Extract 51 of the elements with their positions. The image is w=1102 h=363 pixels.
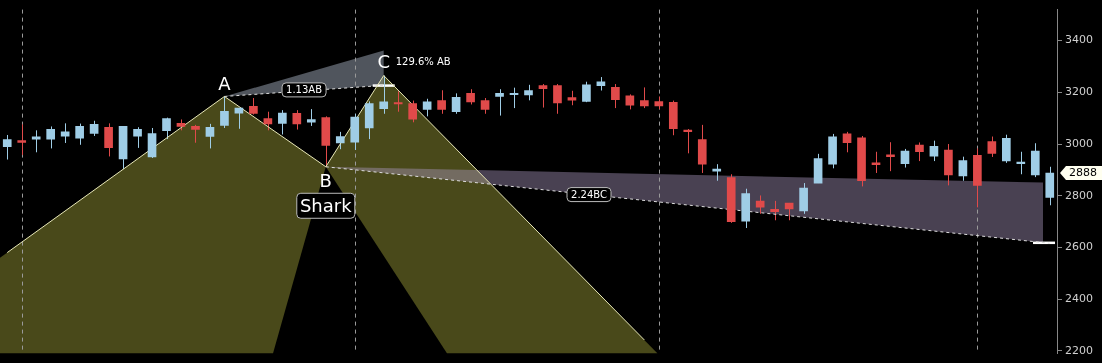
candlestick [46,125,56,149]
candlestick [900,148,910,169]
candlestick [17,123,27,156]
candlestick [958,156,968,182]
candlestick [1002,134,1011,164]
candlestick [205,123,215,149]
candlestick [799,182,808,215]
candlestick [220,95,229,129]
candlestick [31,129,41,153]
candlestick [292,109,302,131]
candlestick [278,109,287,135]
candlestick [393,90,403,113]
candlestick [755,194,765,215]
candlestick [683,128,693,154]
candlestick [234,107,244,130]
y-tick-label: 3400 [1065,33,1094,47]
candlestick [553,83,562,115]
y-tick-label: 2800 [1065,188,1094,202]
candlestick [133,126,142,149]
annotation: Shark [299,195,353,217]
candlestick [611,83,620,109]
candlestick [451,92,461,115]
annotation: 1.13AB [286,84,323,96]
candlestick [147,127,157,159]
y-tick-label: 2200 [1065,343,1094,357]
candlestick [495,88,504,117]
candlestick [1016,151,1026,175]
y-tick-label: 2400 [1065,291,1094,305]
candlestick [987,136,997,158]
candlestick [538,83,548,109]
annotation: C [377,51,390,73]
candlestick [75,123,84,146]
candlestick [104,122,113,157]
candlestick [2,134,12,161]
candlestick [640,86,649,109]
annotation: 2888 [1069,166,1098,180]
annotation: B [319,170,332,192]
candlestick [915,141,924,162]
candlestick [263,111,273,131]
candlestick [437,89,446,115]
y-tick-label: 3000 [1065,136,1094,150]
y-tick-label: 3200 [1065,85,1094,99]
candlestick [408,100,417,123]
candlestick [509,87,519,109]
candlestick [770,200,779,221]
annotation: 2.24BC [571,189,607,201]
candlestick [379,75,389,115]
annotation: 129.6% AB [395,56,451,68]
annotation: A [218,72,232,94]
candlestick [60,122,70,144]
y-tick-label: 2600 [1065,240,1094,254]
